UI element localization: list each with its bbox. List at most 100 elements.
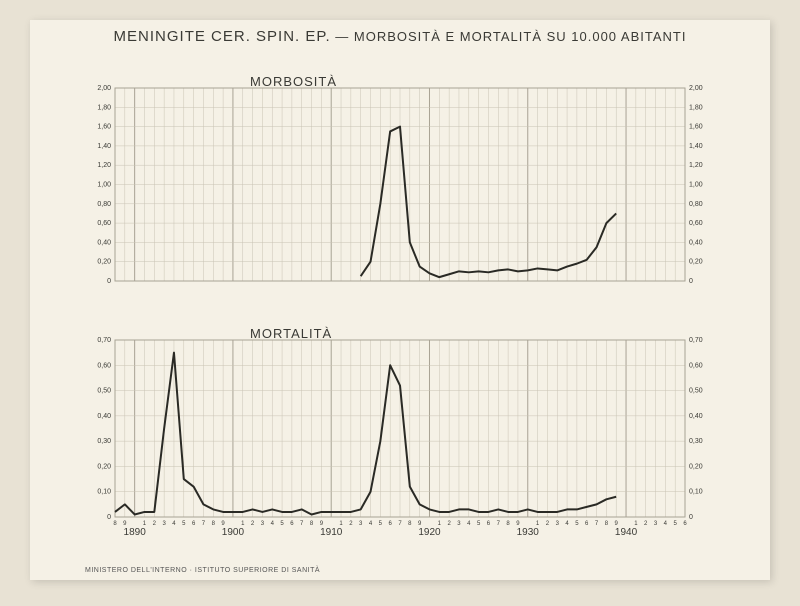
svg-text:0,30: 0,30	[689, 438, 703, 445]
title-sub: MORBOSITÀ E MORTALITÀ SU 10.000 ABITANTI	[354, 29, 687, 44]
svg-text:1910: 1910	[320, 527, 343, 538]
chart-card: MENINGITE CER. SPIN. EP. — MORBOSITÀ E M…	[30, 20, 770, 580]
svg-text:1,60: 1,60	[689, 124, 703, 131]
svg-text:6: 6	[290, 521, 294, 527]
svg-text:8: 8	[605, 521, 609, 527]
svg-text:5: 5	[477, 521, 481, 527]
svg-text:3: 3	[457, 521, 461, 527]
svg-text:1,40: 1,40	[97, 143, 111, 150]
svg-text:2: 2	[153, 521, 157, 527]
svg-text:1930: 1930	[517, 527, 540, 538]
svg-text:3: 3	[359, 521, 363, 527]
svg-text:3: 3	[654, 521, 658, 527]
mortality-svg: 0 0 0,10 0,10 0,20 0,20 0,30 0,30 0,40 0,40 0,50 0,…	[85, 320, 715, 545]
svg-text:0,20: 0,20	[689, 259, 703, 266]
svg-text:3: 3	[261, 521, 265, 527]
svg-text:0,80: 0,80	[97, 201, 111, 208]
svg-text:4: 4	[467, 521, 471, 527]
svg-text:0,40: 0,40	[689, 239, 703, 246]
svg-text:1900: 1900	[222, 527, 245, 538]
svg-text:8: 8	[408, 521, 412, 527]
mortality-chart: MORTALITÀ 0 0 0,10 0,10 0,20 0,20 0,30 0,30 0,40…	[85, 320, 715, 545]
svg-text:3: 3	[162, 521, 166, 527]
chart-title: MENINGITE CER. SPIN. EP. — MORBOSITÀ E M…	[30, 20, 770, 45]
morbidity-svg: 0 0 0,20 0,20 0,40 0,40 0,60 0,60 0,80 0,80 1,00 1,…	[85, 68, 715, 293]
svg-text:4: 4	[271, 521, 275, 527]
svg-text:1,80: 1,80	[689, 104, 703, 111]
svg-text:8: 8	[212, 521, 216, 527]
svg-text:2: 2	[349, 521, 353, 527]
svg-text:0,80: 0,80	[689, 201, 703, 208]
svg-text:0,60: 0,60	[97, 362, 111, 369]
svg-text:2,00: 2,00	[97, 85, 111, 92]
title-sep: —	[335, 29, 349, 44]
svg-text:0,30: 0,30	[97, 438, 111, 445]
svg-text:5: 5	[379, 521, 383, 527]
svg-text:7: 7	[398, 521, 402, 527]
svg-text:0,20: 0,20	[97, 259, 111, 266]
svg-text:1: 1	[143, 521, 147, 527]
svg-text:6: 6	[487, 521, 491, 527]
svg-text:1: 1	[241, 521, 245, 527]
svg-text:0,60: 0,60	[689, 220, 703, 227]
svg-text:1,00: 1,00	[97, 182, 111, 189]
svg-text:5: 5	[280, 521, 284, 527]
svg-text:8: 8	[506, 521, 510, 527]
svg-text:1,00: 1,00	[689, 182, 703, 189]
svg-text:1,20: 1,20	[97, 162, 111, 169]
svg-text:4: 4	[172, 521, 176, 527]
svg-text:0,40: 0,40	[97, 239, 111, 246]
svg-text:1940: 1940	[615, 527, 638, 538]
svg-text:5: 5	[182, 521, 186, 527]
svg-text:0,10: 0,10	[689, 489, 703, 496]
svg-text:0: 0	[689, 278, 693, 285]
svg-text:0,60: 0,60	[689, 362, 703, 369]
svg-text:0,60: 0,60	[97, 220, 111, 227]
svg-text:2,00: 2,00	[689, 85, 703, 92]
svg-text:0,20: 0,20	[689, 463, 703, 470]
svg-text:4: 4	[565, 521, 569, 527]
svg-text:1,40: 1,40	[689, 143, 703, 150]
svg-text:1,60: 1,60	[97, 124, 111, 131]
svg-text:3: 3	[556, 521, 560, 527]
svg-text:0,40: 0,40	[97, 413, 111, 420]
svg-text:0,20: 0,20	[97, 463, 111, 470]
svg-text:0: 0	[107, 278, 111, 285]
svg-text:4: 4	[369, 521, 373, 527]
svg-text:1,80: 1,80	[97, 104, 111, 111]
svg-text:2: 2	[546, 521, 550, 527]
svg-text:0,50: 0,50	[97, 388, 111, 395]
svg-text:6: 6	[389, 521, 393, 527]
svg-text:5: 5	[674, 521, 678, 527]
svg-text:1: 1	[438, 521, 442, 527]
svg-text:2: 2	[644, 521, 648, 527]
mortality-label: MORTALITÀ	[250, 326, 332, 341]
svg-text:2: 2	[251, 521, 255, 527]
svg-text:0: 0	[107, 514, 111, 521]
svg-text:0,70: 0,70	[689, 337, 703, 344]
svg-text:1: 1	[634, 521, 638, 527]
svg-text:8: 8	[113, 521, 117, 527]
svg-text:4: 4	[664, 521, 668, 527]
svg-text:1: 1	[339, 521, 343, 527]
morbidity-chart: MORBOSITÀ 0 0 0,20 0,20 0,40 0,40 0,60 0,60 0,80…	[85, 68, 715, 293]
morbidity-label: MORBOSITÀ	[250, 74, 337, 89]
svg-text:2: 2	[447, 521, 451, 527]
svg-text:6: 6	[192, 521, 196, 527]
svg-text:5: 5	[575, 521, 579, 527]
svg-text:1: 1	[536, 521, 540, 527]
svg-text:6: 6	[683, 521, 687, 527]
svg-text:0,50: 0,50	[689, 388, 703, 395]
title-main: MENINGITE CER. SPIN. EP.	[114, 28, 331, 45]
svg-text:1920: 1920	[418, 527, 441, 538]
svg-text:0,40: 0,40	[689, 413, 703, 420]
svg-text:1890: 1890	[124, 527, 147, 538]
svg-text:1,20: 1,20	[689, 162, 703, 169]
svg-text:0: 0	[689, 514, 693, 521]
svg-text:6: 6	[585, 521, 589, 527]
svg-text:8: 8	[310, 521, 314, 527]
footer-credit: MINISTERO DELL'INTERNO · ISTITUTO SUPERI…	[85, 567, 320, 574]
svg-text:7: 7	[595, 521, 599, 527]
svg-text:7: 7	[497, 521, 501, 527]
svg-text:0,10: 0,10	[97, 489, 111, 496]
